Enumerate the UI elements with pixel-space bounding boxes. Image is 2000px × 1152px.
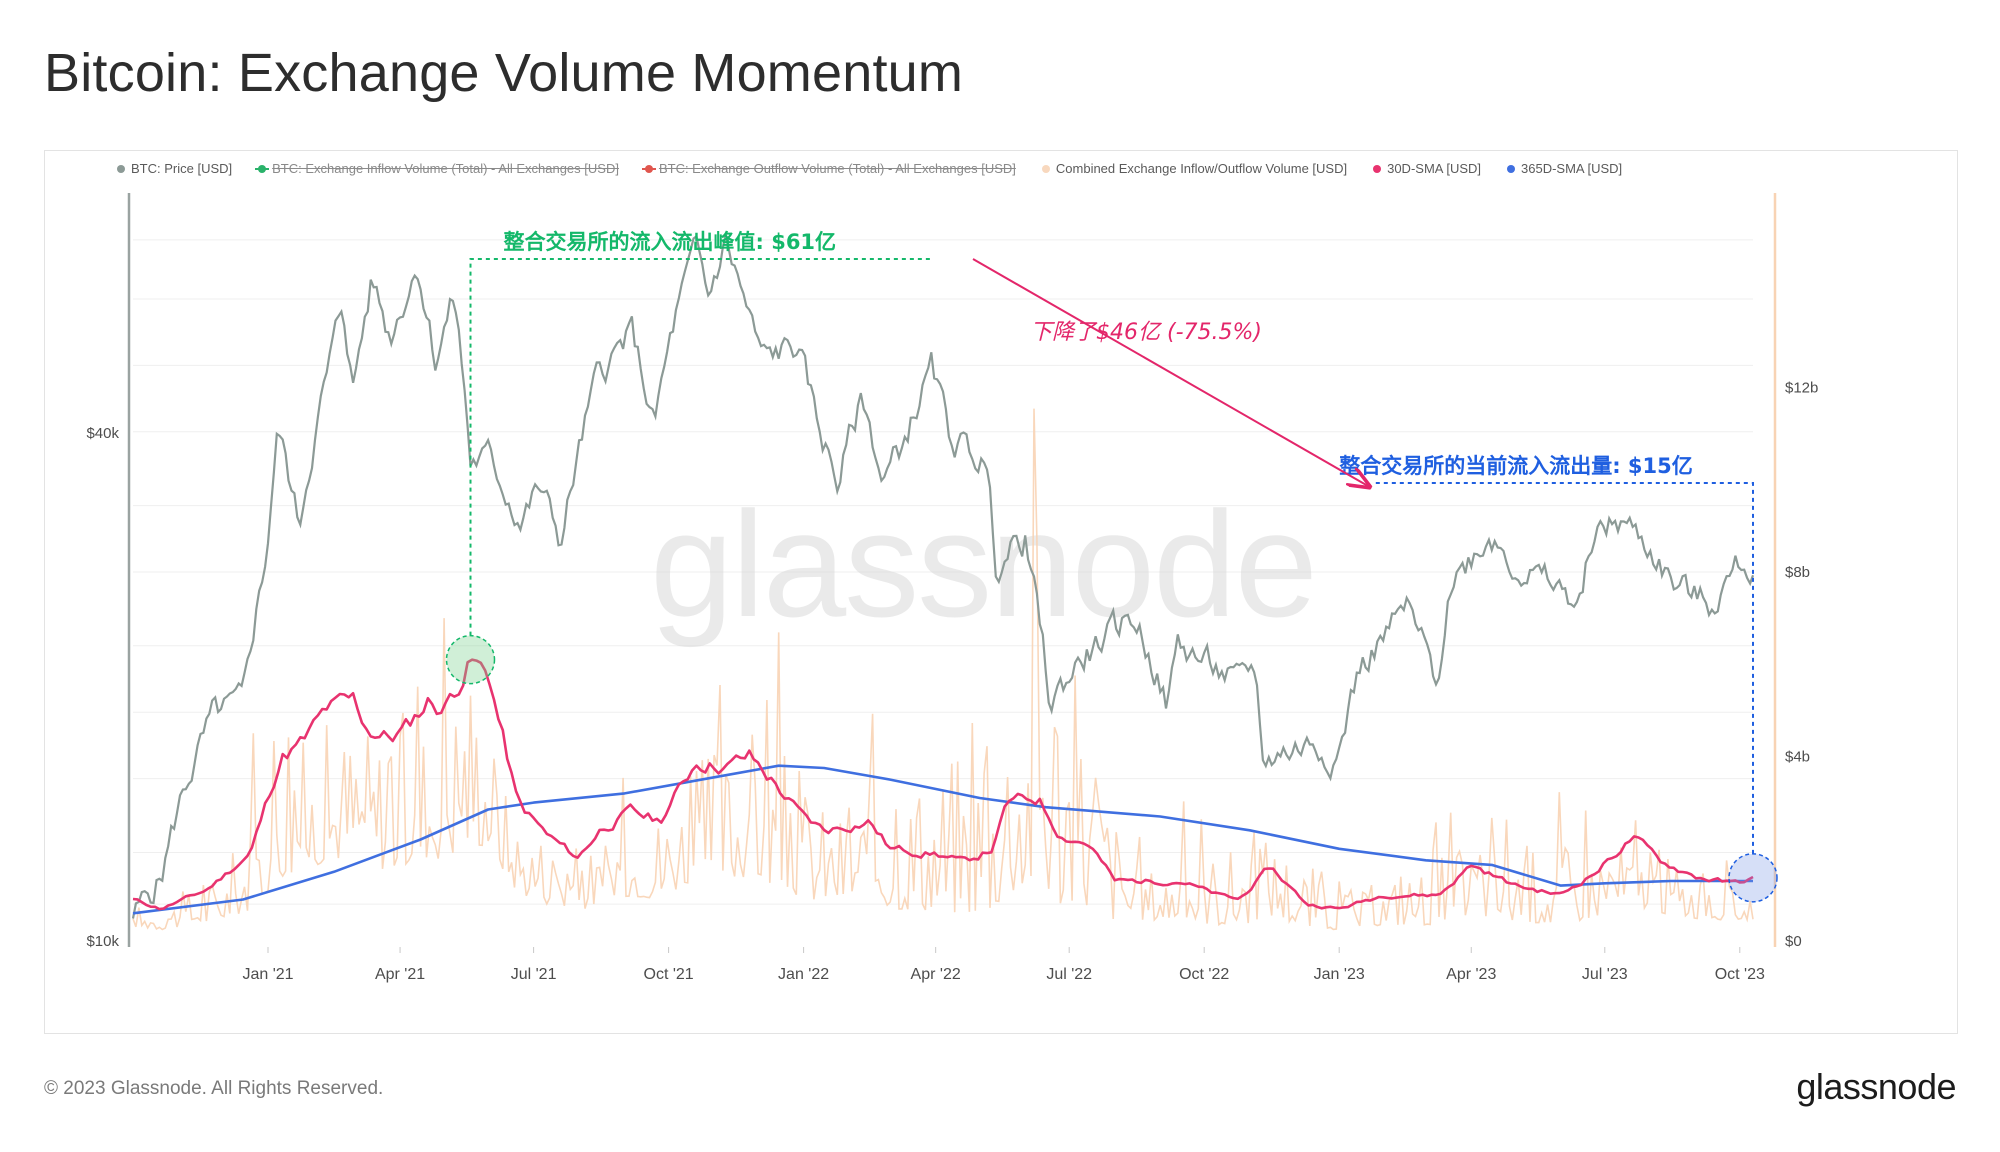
x-tick-label: Jan '23 (1314, 966, 1365, 983)
legend-label: 30D-SMA [USD] (1387, 161, 1482, 176)
x-tick-label: Jan '22 (778, 966, 829, 983)
decline-arrow (972, 258, 1368, 486)
y-left-tick-label: $10k (86, 933, 119, 950)
current-annotation: 整合交易所的当前流入流出量: $15亿 (1339, 454, 1693, 478)
legend-item-0[interactable]: BTC: Price [USD] (117, 161, 232, 176)
legend-swatch (1373, 164, 1382, 173)
series-30d-sma (132, 658, 1754, 911)
legend-item-1[interactable]: BTC: Exchange Inflow Volume (Total) - Al… (255, 161, 619, 176)
legend-item-5[interactable]: 365D-SMA [USD] (1507, 161, 1622, 176)
legend-label: BTC: Exchange Inflow Volume (Total) - Al… (272, 161, 619, 176)
current-marker (1728, 853, 1778, 903)
x-tick-label: Jul '22 (1046, 966, 1092, 983)
footer-logo[interactable]: glassnode (1796, 1066, 1956, 1107)
y-right-tick-label: $0 (1785, 933, 1802, 950)
y-right-tick-label: $4b (1785, 749, 1810, 766)
series-btc-price (131, 234, 1755, 919)
decline-annotation: 下降了$46亿 (-75.5%) (1030, 320, 1262, 345)
y-right-tick-label: $12b (1785, 380, 1818, 397)
legend-swatch (1041, 164, 1050, 173)
page-title: Bitcoin: Exchange Volume Momentum (44, 43, 964, 103)
legend-label: Combined Exchange Inflow/Outflow Volume … (1055, 161, 1348, 176)
legend-label: BTC: Exchange Outflow Volume (Total) - A… (658, 161, 1016, 176)
legend-swatch (255, 164, 270, 173)
peak-leader-line (469, 258, 933, 636)
x-tick-label: Apr '21 (375, 966, 425, 983)
legend-item-3[interactable]: Combined Exchange Inflow/Outflow Volume … (1041, 161, 1348, 176)
watermark: glassnode (650, 480, 1316, 648)
y-right-tick-label: $8b (1785, 564, 1810, 581)
legend-swatch (117, 164, 125, 173)
x-tick-label: Oct '21 (644, 966, 694, 983)
chart-svg: glassnode $10k $40k $0 $4b $8b $12b Jan '21 Apr … (86, 193, 1818, 983)
footer-copyright: © 2023 Glassnode. All Rights Reserved. (44, 1078, 384, 1099)
y-left-tick-label: $40k (86, 425, 119, 442)
x-tick-label: Oct '22 (1179, 966, 1229, 983)
x-tick-label: Oct '23 (1715, 966, 1765, 983)
x-tick-label: Jul '23 (1582, 966, 1628, 983)
x-tick-label: Jul '21 (511, 966, 557, 983)
legend-label: 365D-SMA [USD] (1521, 161, 1623, 176)
peak-marker (445, 634, 496, 685)
current-leader-line (1373, 482, 1754, 854)
x-tick-label: Jan '21 (242, 966, 293, 983)
chart-legend: BTC: Price [USD] BTC: Exchange Inflow Vol… (117, 161, 1622, 176)
x-tick-label: Apr '23 (1446, 966, 1496, 983)
peak-annotation: 整合交易所的流入流出峰值: $61亿 (504, 230, 837, 254)
chart-frame: BTC: Price [USD] BTC: Exchange Inflow Vol… (44, 150, 1958, 1034)
legend-item-2[interactable]: BTC: Exchange Outflow Volume (Total) - A… (641, 161, 1016, 176)
legend-swatch (1507, 164, 1516, 173)
gridlines (133, 239, 1753, 905)
series-365d-sma (132, 764, 1753, 915)
legend-swatch (641, 164, 656, 173)
x-tick-label: Apr '22 (911, 966, 961, 983)
legend-item-4[interactable]: 30D-SMA [USD] (1373, 161, 1481, 176)
legend-label: BTC: Price [USD] (131, 161, 233, 176)
